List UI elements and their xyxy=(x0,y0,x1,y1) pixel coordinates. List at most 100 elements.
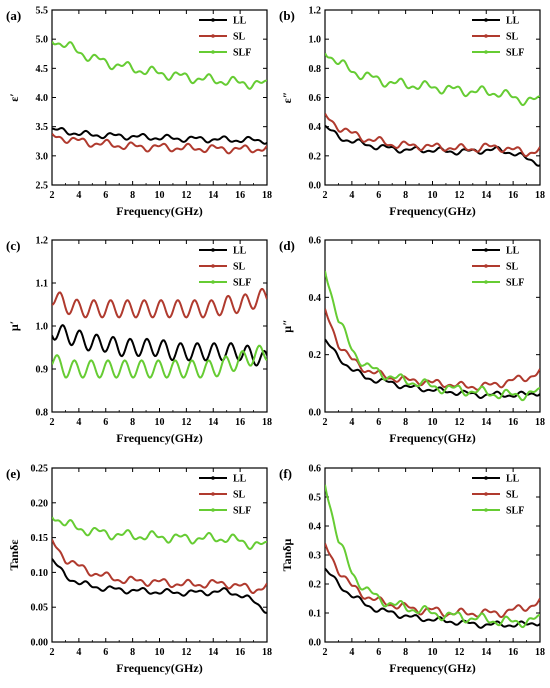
panel-label: (f) xyxy=(279,466,292,481)
panel-label: (a) xyxy=(6,8,21,23)
y-tick-label: 5.0 xyxy=(36,35,49,46)
y-tick-label: 1.0 xyxy=(36,322,49,333)
x-tick-label: 10 xyxy=(155,647,165,658)
y-tick-label: 0.0 xyxy=(309,408,322,419)
y-tick-label: 0.8 xyxy=(309,64,322,75)
x-tick-label: 2 xyxy=(50,647,55,658)
x-tick-label: 8 xyxy=(403,190,408,201)
y-axis-title: Tanδε xyxy=(7,540,21,571)
x-tick-label: 16 xyxy=(235,647,245,658)
x-tick-label: 6 xyxy=(103,417,108,428)
x-tick-label: 18 xyxy=(262,417,272,428)
x-axis-title: Frequency(GHz) xyxy=(116,431,202,445)
y-tick-label: 0.00 xyxy=(31,638,49,649)
series-line-SL xyxy=(52,539,267,595)
legend-marker-SLF xyxy=(211,280,215,284)
panel-label: (d) xyxy=(279,238,295,253)
legend-marker-LL xyxy=(484,476,488,480)
x-tick-label: 10 xyxy=(428,647,438,658)
series-line-LL xyxy=(52,127,267,145)
series-line-LL xyxy=(52,324,267,367)
legend-marker-SL xyxy=(211,264,215,268)
x-tick-label: 12 xyxy=(454,190,464,201)
series-line-SLF xyxy=(52,344,267,379)
x-tick-label: 2 xyxy=(323,190,328,201)
series-line-SL xyxy=(52,288,267,319)
x-tick-label: 8 xyxy=(403,647,408,658)
y-tick-label: 0.0 xyxy=(309,181,322,192)
y-tick-label: 0.2 xyxy=(309,350,322,361)
series-line-LL xyxy=(325,338,540,399)
x-tick-label: 14 xyxy=(481,190,491,201)
y-tick-label: 0.6 xyxy=(309,93,322,104)
panel-a: 2 4 6 8 10 12 14 16 18 2.5 3.0 3.5 4.0 4.5 5.0 5.5 Frequ… xyxy=(6,6,272,219)
legend-label-LL: LL xyxy=(506,246,520,257)
panel-label: (c) xyxy=(6,238,20,253)
x-tick-label: 14 xyxy=(208,190,218,201)
x-tick-label: 16 xyxy=(508,190,518,201)
y-tick-label: 0.25 xyxy=(31,464,49,475)
series-line-SL xyxy=(325,542,540,619)
x-tick-label: 18 xyxy=(262,647,272,658)
y-tick-label: 0.4 xyxy=(309,293,322,304)
y-tick-label: 1.2 xyxy=(36,236,49,247)
y-tick-label: 0.9 xyxy=(36,365,49,376)
x-tick-label: 8 xyxy=(403,417,408,428)
series-line-LL xyxy=(52,558,267,614)
x-tick-label: 12 xyxy=(454,417,464,428)
y-tick-label: 0.2 xyxy=(309,151,322,162)
y-tick-label: 2.5 xyxy=(36,181,49,192)
y-tick-label: 4.5 xyxy=(36,64,49,75)
legend-marker-SL xyxy=(484,492,488,496)
legend-label-SL: SL xyxy=(233,490,246,501)
y-tick-label: 0.2 xyxy=(309,580,322,591)
x-tick-label: 2 xyxy=(323,417,328,428)
legend-label-SLF: SLF xyxy=(233,278,251,289)
x-tick-label: 12 xyxy=(181,190,191,201)
legend-label-LL: LL xyxy=(233,474,247,485)
x-tick-label: 10 xyxy=(155,190,165,201)
y-tick-label: 0.3 xyxy=(309,551,322,562)
y-tick-label: 0.15 xyxy=(31,533,49,544)
y-tick-label: 0.4 xyxy=(309,122,322,133)
x-tick-label: 8 xyxy=(130,190,135,201)
series-line-LL xyxy=(325,567,540,629)
y-tick-label: 3.0 xyxy=(36,151,49,162)
series-line-SLF xyxy=(325,270,540,402)
x-tick-label: 8 xyxy=(130,647,135,658)
series-line-SLF xyxy=(325,484,540,629)
x-tick-label: 4 xyxy=(349,647,354,658)
panel-label: (e) xyxy=(6,466,20,481)
y-tick-label: 0.8 xyxy=(36,408,49,419)
legend-label-LL: LL xyxy=(506,474,520,485)
panel-e: 2 4 6 8 10 12 14 16 18 0.00 0.05 0.10 0.15 0.20 0.25 Fr… xyxy=(6,464,272,676)
legend-label-LL: LL xyxy=(233,246,247,257)
x-tick-label: 2 xyxy=(50,190,55,201)
x-tick-label: 18 xyxy=(535,417,545,428)
legend-label-LL: LL xyxy=(233,16,247,27)
x-tick-label: 12 xyxy=(454,647,464,658)
y-tick-label: 3.5 xyxy=(36,122,49,133)
y-tick-label: 0.20 xyxy=(31,498,49,509)
x-tick-label: 12 xyxy=(181,417,191,428)
legend-label-SLF: SLF xyxy=(506,506,524,517)
y-tick-label: 0.10 xyxy=(31,568,49,579)
x-tick-label: 4 xyxy=(76,417,81,428)
x-tick-label: 14 xyxy=(481,417,491,428)
legend-marker-SLF xyxy=(211,508,215,512)
x-tick-label: 18 xyxy=(535,647,545,658)
series-line-SL xyxy=(325,308,540,391)
y-tick-label: 5.5 xyxy=(36,6,49,17)
y-axis-title: Tanδμ xyxy=(280,539,294,572)
x-axis-title: Frequency(GHz) xyxy=(116,661,202,675)
x-tick-label: 16 xyxy=(508,417,518,428)
x-axis-title: Frequency(GHz) xyxy=(116,204,202,218)
x-tick-label: 10 xyxy=(155,417,165,428)
legend-label-SL: SL xyxy=(506,490,519,501)
y-tick-label: 0.1 xyxy=(309,609,322,620)
x-tick-label: 6 xyxy=(376,417,381,428)
y-axis-title: μ′ xyxy=(7,321,21,331)
x-tick-label: 16 xyxy=(508,647,518,658)
y-tick-label: 1.1 xyxy=(36,279,49,290)
